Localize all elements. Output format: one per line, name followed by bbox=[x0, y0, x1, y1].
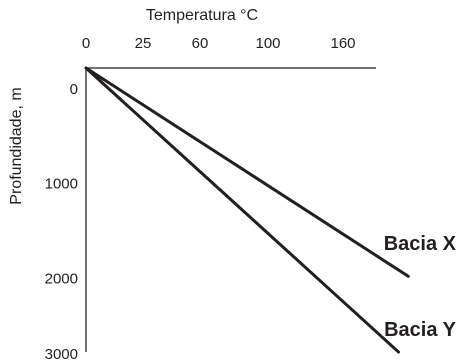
y-tick-label: 1000 bbox=[45, 176, 78, 193]
series-lines bbox=[84, 66, 410, 354]
y-tick-labels: 0 1000 2000 3000 bbox=[45, 81, 78, 362]
y-tick-label: 2000 bbox=[45, 270, 78, 287]
y-tick-label: 0 bbox=[70, 81, 78, 98]
series-line-bacia-y bbox=[84, 66, 400, 354]
x-tick-label: 100 bbox=[255, 35, 280, 52]
series-labels: Bacia X Bacia Y bbox=[384, 233, 457, 341]
x-tick-label: 0 bbox=[82, 35, 90, 52]
x-tick-labels: 0 25 60 100 160 bbox=[82, 35, 356, 52]
x-axis-title: Temperatura °C bbox=[146, 7, 258, 24]
series-label-bacia-y: Bacia Y bbox=[384, 319, 457, 341]
series-line-bacia-x bbox=[84, 66, 410, 278]
x-tick-label: 60 bbox=[192, 35, 209, 52]
x-tick-label: 160 bbox=[330, 35, 355, 52]
y-tick-label: 3000 bbox=[45, 346, 78, 362]
y-axis-title: Profundidade, m bbox=[8, 87, 25, 204]
x-tick-label: 25 bbox=[135, 35, 152, 52]
series-label-bacia-x: Bacia X bbox=[384, 233, 457, 255]
